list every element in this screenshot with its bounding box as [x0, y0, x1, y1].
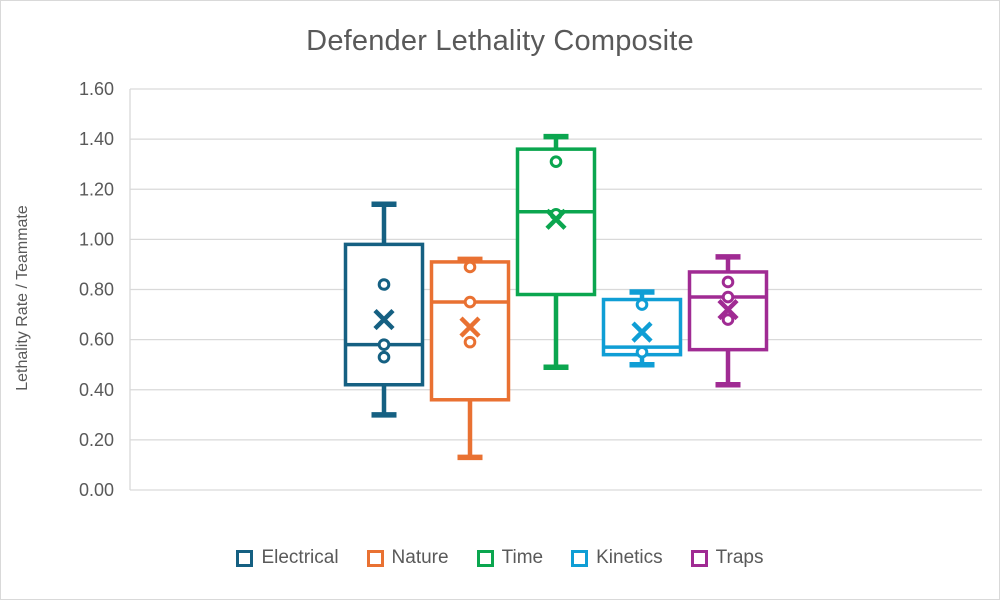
y-tick-label: 0.20	[79, 430, 114, 450]
y-tick-label: 1.00	[79, 229, 114, 249]
data-point	[721, 275, 735, 289]
box-plot-time	[515, 133, 597, 370]
y-tick-label: 1.40	[79, 129, 114, 149]
data-point	[377, 338, 391, 351]
legend-item-electrical: Electrical	[236, 547, 339, 569]
legend-swatch-icon	[476, 549, 494, 567]
legend-label: Kinetics	[596, 547, 663, 568]
data-point	[463, 260, 477, 274]
legend-label: Electrical	[261, 547, 339, 568]
legend-swatch-icon	[366, 549, 384, 567]
legend-swatch-icon	[690, 549, 708, 567]
chart-title: Defender Lethality Composite	[306, 25, 694, 57]
data-point	[721, 290, 735, 304]
legend: Electrical Nature Time Kinetics Traps	[1, 547, 999, 569]
mean-marker	[545, 208, 567, 230]
box-plot-electrical	[343, 201, 425, 418]
legend-item-time: Time	[476, 547, 544, 569]
legend-label: Nature	[391, 547, 449, 568]
data-point	[463, 295, 477, 309]
y-tick-label: 0.00	[79, 480, 114, 500]
legend-swatch-icon	[571, 549, 589, 567]
legend-swatch-icon	[236, 549, 254, 567]
data-point	[721, 313, 735, 326]
data-point	[635, 298, 649, 311]
box-plot-nature	[429, 256, 511, 461]
box-plot-traps	[687, 254, 769, 388]
iqr-box	[343, 242, 425, 387]
y-tick-label: 0.40	[79, 380, 114, 400]
mean-marker	[631, 321, 653, 343]
mean-marker	[717, 298, 739, 321]
data-point	[463, 335, 477, 349]
iqr-box	[429, 260, 511, 402]
data-point	[549, 155, 563, 168]
data-point	[377, 350, 391, 364]
legend-item-nature: Nature	[366, 547, 449, 569]
mean-marker	[459, 316, 481, 338]
legend-item-traps: Traps	[690, 547, 764, 569]
y-tick-label: 1.20	[79, 179, 114, 199]
mean-marker	[373, 308, 395, 331]
legend-item-kinetics: Kinetics	[571, 547, 663, 569]
legend-label: Time	[501, 547, 544, 568]
box-plot-kinetics	[601, 289, 683, 368]
y-tick-label: 1.60	[79, 79, 114, 99]
legend-label: Traps	[715, 547, 764, 568]
y-tick-label: 0.80	[79, 280, 114, 300]
y-tick-label: 0.60	[79, 330, 114, 350]
data-point	[377, 278, 391, 291]
data-point	[635, 345, 649, 359]
